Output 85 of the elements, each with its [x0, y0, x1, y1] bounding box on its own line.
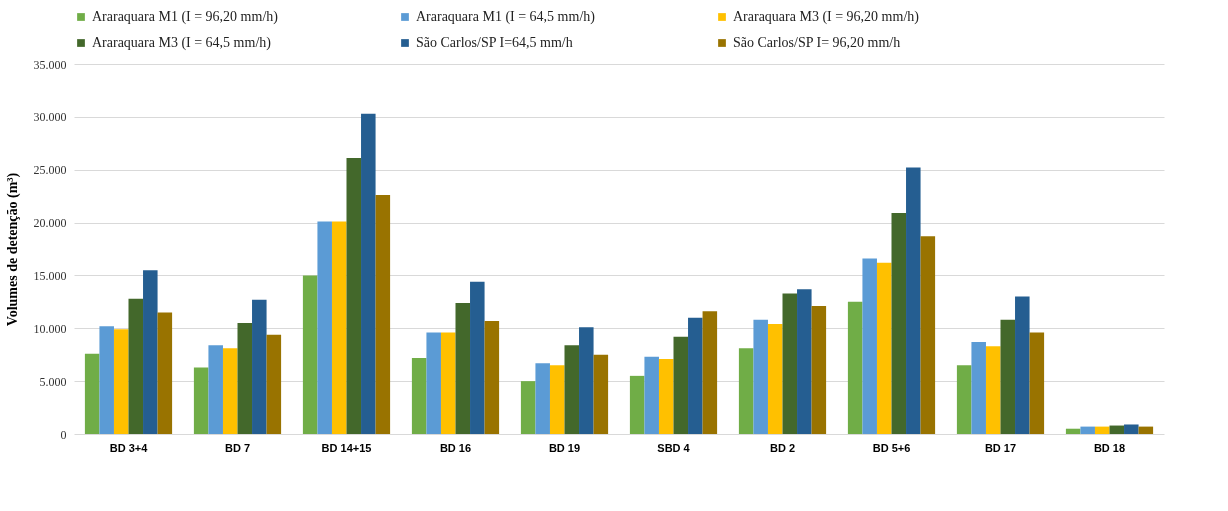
bar — [876, 262, 892, 434]
bar — [1000, 319, 1016, 434]
bar — [113, 329, 129, 434]
bar — [84, 353, 100, 434]
bar — [1138, 426, 1154, 434]
x-tick-label: SBD 4 — [657, 441, 691, 454]
bar — [317, 221, 332, 434]
bar — [99, 326, 114, 434]
bar — [484, 320, 500, 434]
bar — [346, 158, 362, 434]
bar — [426, 332, 441, 434]
bar — [782, 293, 798, 434]
bar — [331, 221, 347, 434]
x-tick-label: BD 18 — [1093, 441, 1126, 454]
bar — [237, 323, 253, 434]
bar — [702, 311, 718, 434]
y-tick-label: 35.000 — [33, 57, 67, 72]
bar — [411, 357, 427, 434]
bar — [440, 332, 456, 434]
y-tick-label: 20.000 — [33, 216, 67, 231]
y-tick-label: 25.000 — [33, 163, 67, 178]
bar — [920, 236, 936, 434]
x-tick-label: BD 16 — [439, 441, 472, 454]
bar — [1109, 425, 1125, 434]
legend-label: São Carlos/SP I= 96,20 mm/h — [733, 35, 901, 50]
bar — [629, 375, 645, 434]
x-tick-label: BD 2 — [769, 441, 796, 454]
bar — [1080, 426, 1095, 434]
y-tick-label: 10.000 — [33, 321, 67, 336]
legend-label: Araraquara M1 (I = 64,5 mm/h) — [416, 9, 596, 25]
bar — [862, 258, 877, 434]
bar — [956, 365, 972, 434]
bar — [302, 275, 318, 434]
bar — [1029, 332, 1045, 434]
bar — [1094, 426, 1110, 434]
bar — [549, 365, 565, 434]
y-tick-label: 5.000 — [39, 374, 67, 389]
bar — [753, 319, 768, 434]
bar — [208, 345, 223, 434]
bar — [688, 317, 703, 434]
bar — [1015, 296, 1030, 434]
legend-label: São Carlos/SP I=64,5 mm/h — [416, 35, 573, 50]
x-tick-label: BD 7 — [224, 441, 251, 454]
bar — [535, 363, 550, 434]
x-tick-label: BD 17 — [984, 441, 1017, 454]
x-tick-label: BD 5+6 — [872, 441, 911, 454]
bar — [811, 306, 827, 434]
x-tick-label: BD 14+15 — [321, 441, 372, 454]
bar — [891, 213, 907, 434]
bar — [193, 367, 209, 434]
bar — [564, 345, 580, 434]
bar — [644, 356, 659, 434]
bar — [455, 302, 471, 434]
bar — [579, 327, 594, 434]
bar — [593, 354, 609, 434]
bar — [1124, 424, 1139, 434]
bar — [520, 381, 536, 434]
x-tick-label: BD 3+4 — [109, 441, 149, 454]
y-axis-title: Volumes de detenção (m³) — [4, 172, 21, 327]
bar — [266, 334, 282, 434]
legend-label: Araraquara M3 (I = 64,5 mm/h) — [92, 35, 272, 51]
y-tick-label: 15.000 — [33, 268, 67, 283]
legend-label: Araraquara M1 (I = 96,20 mm/h) — [92, 9, 279, 25]
bar — [157, 312, 173, 434]
bar — [470, 281, 485, 434]
bar — [143, 270, 158, 434]
x-tick-label: BD 19 — [548, 441, 581, 454]
bar — [985, 346, 1001, 434]
bar — [1065, 428, 1081, 434]
bar — [673, 336, 689, 434]
bar — [971, 342, 986, 434]
bar — [797, 289, 812, 434]
bar — [847, 301, 863, 434]
y-tick-label: 0 — [60, 427, 67, 442]
bar — [252, 299, 267, 434]
bar — [361, 113, 376, 434]
bar — [222, 348, 238, 434]
legend-label: Araraquara M3 (I = 96,20 mm/h) — [733, 9, 920, 25]
bar — [375, 195, 391, 434]
bar — [767, 324, 783, 434]
bar — [128, 298, 144, 434]
bar — [658, 358, 674, 434]
bar — [906, 167, 921, 434]
y-tick-label: 30.000 — [33, 110, 67, 125]
bar — [738, 348, 754, 434]
